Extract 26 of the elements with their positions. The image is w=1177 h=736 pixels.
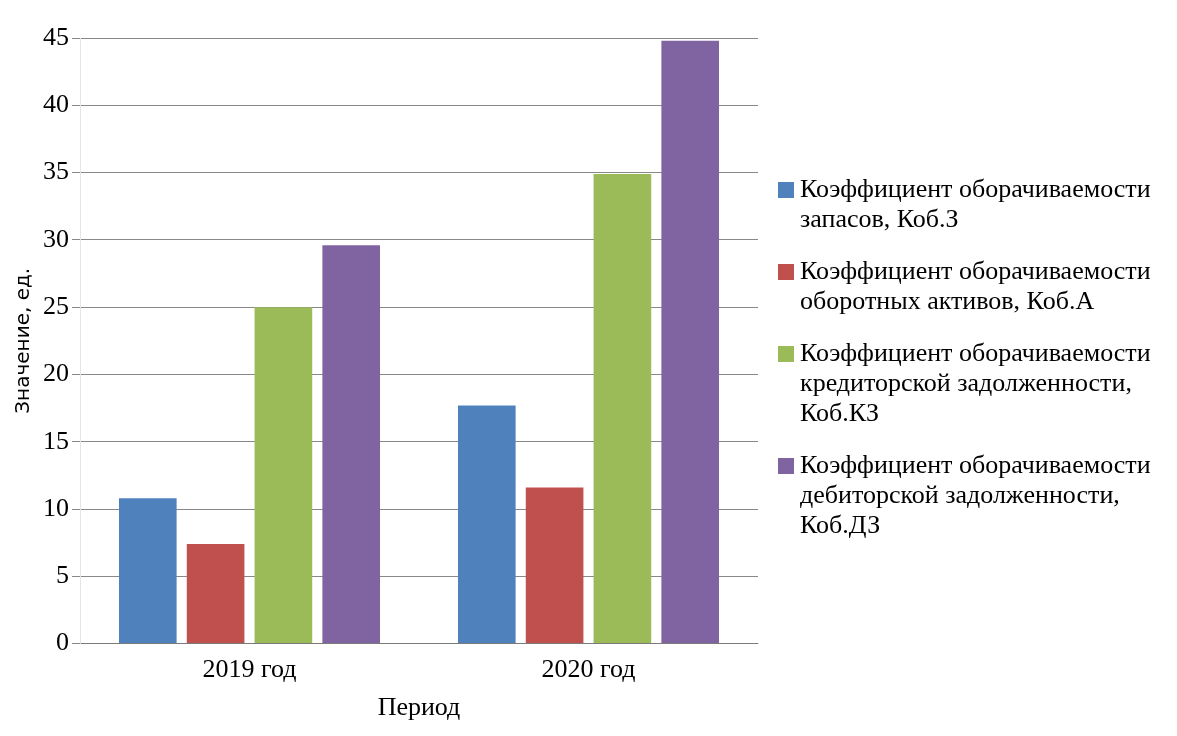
bar <box>661 40 720 644</box>
bar <box>254 307 313 644</box>
bar <box>118 498 177 644</box>
legend-label: Коэффициент оборачиваемости дебиторской задолженности, Коб.ДЗ <box>800 450 1152 540</box>
bar <box>186 544 245 644</box>
y-tick-label: 45 <box>43 21 69 51</box>
bar <box>593 173 652 644</box>
y-axis-title: Значение, ед. <box>10 267 35 414</box>
y-tick-label: 40 <box>43 89 69 119</box>
y-tick-label: 0 <box>56 627 69 657</box>
y-tick-label: 20 <box>43 358 69 388</box>
legend-label: Коэффициент оборачиваемости оборотных активов, Коб.А <box>800 256 1152 316</box>
y-tick-label: 10 <box>43 492 69 522</box>
bar <box>525 487 584 644</box>
x-axis-title: Период <box>377 692 461 722</box>
legend-label: Коэффициент оборачиваемости кредиторской задолженности, Коб.КЗ <box>800 338 1152 428</box>
x-tick-label: 2019 год <box>202 654 297 684</box>
y-tick-label: 15 <box>43 425 69 455</box>
y-tick-label: 5 <box>56 560 69 590</box>
x-tick-label: 2020 год <box>541 654 636 684</box>
y-tick-label: 35 <box>43 156 69 186</box>
y-tick-label: 25 <box>43 290 69 320</box>
legend-label: Коэффициент оборачиваемости запасов, Коб.З <box>800 174 1152 234</box>
y-tick-label: 30 <box>43 223 69 253</box>
bar <box>457 405 516 644</box>
bar <box>322 245 381 644</box>
